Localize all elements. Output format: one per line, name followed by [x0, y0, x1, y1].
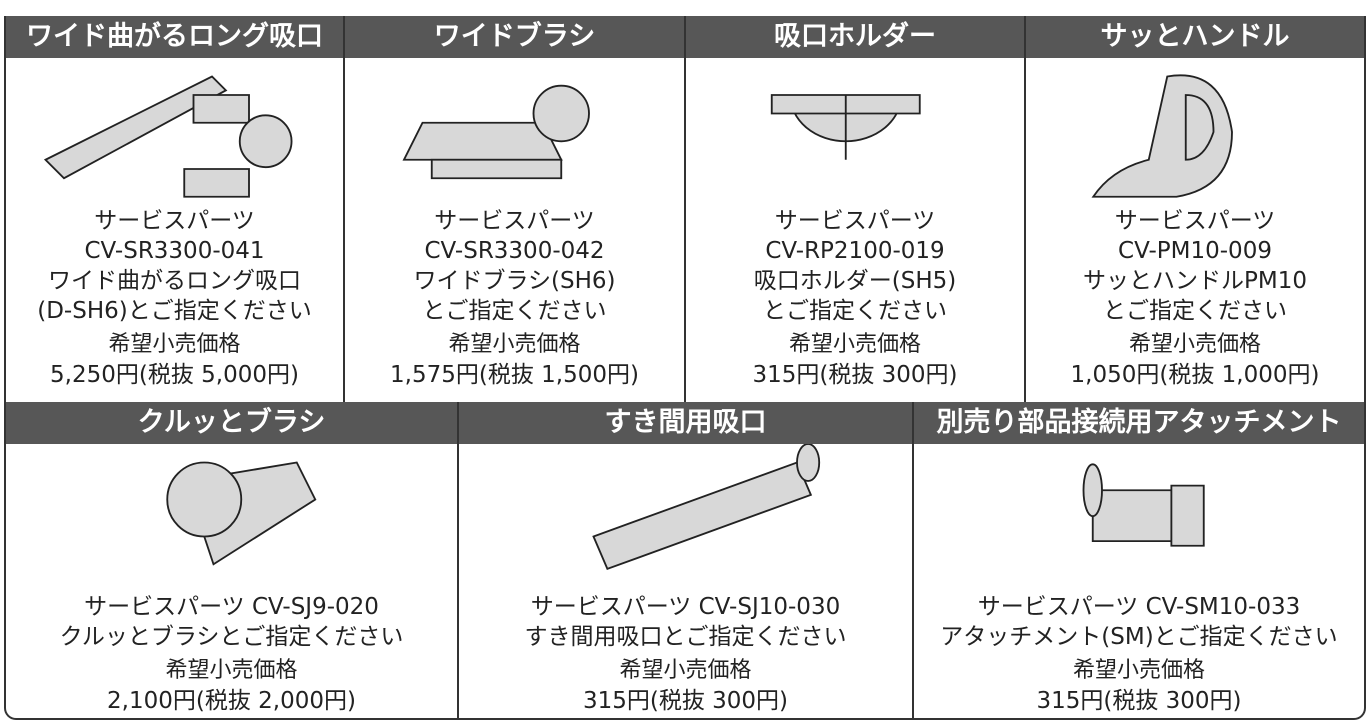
product-title: 吸口ホルダー: [686, 16, 1024, 58]
illustration-part: [182, 168, 250, 198]
product-illustration: [402, 84, 590, 180]
product-line: サービスパーツ CV-SJ10-030: [530, 594, 841, 620]
illustration-part: [1082, 463, 1103, 518]
product-card: ワイドブラシサービスパーツ CV-SR3300-042 ワイドブラシ(SH6) とご指…: [345, 16, 686, 402]
product-illustration: [43, 75, 292, 198]
illustration-part: [1091, 489, 1177, 543]
product-illustration: [591, 444, 820, 571]
product-illustration: [770, 94, 921, 160]
product-title: ワイドブラシ: [345, 16, 684, 58]
product-title: すき間用吸口: [459, 402, 912, 444]
product-line: サービスパーツ CV-SJ9-020: [84, 594, 379, 620]
product-card: クルッとブラシサービスパーツ CV-SJ9-020 クルッとブラシとご指定ください…: [6, 402, 459, 718]
product-title: 別売り部品接続用アタッチメント: [914, 402, 1364, 444]
product-line: ワイドブラシ(SH6): [413, 268, 616, 294]
product-row: クルッとブラシサービスパーツ CV-SJ9-020 クルッとブラシとご指定ください…: [6, 402, 1364, 718]
illustration-part: [1170, 484, 1205, 547]
price-heading: 希望小売価格: [165, 658, 298, 683]
product-card: 別売り部品接続用アタッチメントサービスパーツ CV-SM10-033 アタッチメン…: [914, 402, 1364, 718]
product-line: すき間用吸口とご指定ください: [524, 624, 847, 650]
product-line: サービスパーツ CV-SM10-033: [977, 594, 1301, 620]
product-title: サッとハンドル: [1026, 16, 1364, 58]
product-line: アタッチメント(SM)とご指定ください: [940, 624, 1338, 650]
illustration-part: [1184, 94, 1215, 161]
price: 5,250円(税抜 5,000円): [50, 362, 299, 388]
price-heading: 希望小売価格: [448, 332, 581, 357]
product-title: ワイド曲がるロング吸口: [6, 16, 343, 58]
price: 2,100円(税抜 2,000円): [107, 688, 356, 714]
product-illustration: [1082, 463, 1205, 547]
product-line: とご指定ください: [763, 298, 947, 324]
illustration-part: [238, 114, 292, 169]
illustration-part: [165, 461, 242, 538]
product-card: ワイド曲がるロング吸口 サービスパーツ CV-SR3300-041 ワイド曲がるロング…: [6, 16, 345, 402]
product-line: サービスパーツ: [94, 208, 255, 234]
product-line: サービスパーツ: [1114, 208, 1276, 234]
price-heading: 希望小売価格: [108, 332, 241, 357]
product-line: サービスパーツ: [434, 208, 595, 234]
illustration-part: [591, 461, 812, 571]
product-line: 吸口ホルダー(SH5): [753, 268, 957, 294]
product-row: ワイド曲がるロング吸口 サービスパーツ CV-SR3300-041 ワイド曲がるロング…: [6, 16, 1364, 402]
product-line: CV-SR3300-042: [424, 238, 605, 264]
price-heading: 希望小売価格: [1072, 658, 1205, 683]
product-illustration: [165, 461, 316, 566]
price: 315円(税抜 300円): [582, 688, 789, 714]
product-line: サッとハンドルPM10: [1083, 268, 1307, 294]
illustration-part: [532, 84, 590, 143]
product-line: とご指定ください: [422, 298, 607, 324]
product-card: サッとハンドルサービスパーツ CV-PM10-009 サッとハンドルPM10 とご指定…: [1026, 16, 1364, 402]
product-line: ワイド曲がるロング吸口: [48, 268, 301, 294]
product-line: (D-SH6)とご指定ください: [37, 298, 312, 324]
price-heading: 希望小売価格: [1128, 332, 1261, 357]
product-title: クルッとブラシ: [6, 402, 457, 444]
price-heading: 希望小売価格: [619, 658, 752, 683]
price-heading: 希望小売価格: [788, 332, 921, 357]
product-line: クルッとブラシとご指定ください: [59, 624, 404, 650]
illustration-part: [430, 158, 562, 180]
product-illustration: [1091, 74, 1233, 198]
product-line: CV-RP2100-019: [765, 238, 945, 264]
illustration-part: [192, 94, 250, 124]
illustration-part: [795, 444, 820, 482]
product-line: CV-PM10-009: [1118, 238, 1272, 264]
price: 1,575円(税抜 1,500円): [390, 362, 639, 388]
product-line: サービスパーツ: [774, 208, 936, 234]
illustration-part: [43, 75, 227, 180]
price: 1,050円(税抜 1,000円): [1070, 362, 1320, 388]
product-line: とご指定ください: [1103, 298, 1287, 324]
parts-sheet: ワイド曲がるロング吸口 サービスパーツ CV-SR3300-041 ワイド曲がるロング…: [4, 16, 1366, 720]
product-card: 吸口ホルダーサービスパーツ CV-RP2100-019 吸口ホルダー(SH5) とご指…: [686, 16, 1026, 402]
price: 315円(税抜 300円): [752, 362, 958, 388]
product-line: CV-SR3300-041: [84, 238, 265, 264]
product-card: すき間用吸口サービスパーツ CV-SJ10-030 すき間用吸口とご指定ください希…: [459, 402, 914, 718]
price: 315円(税抜 300円): [1036, 688, 1242, 714]
